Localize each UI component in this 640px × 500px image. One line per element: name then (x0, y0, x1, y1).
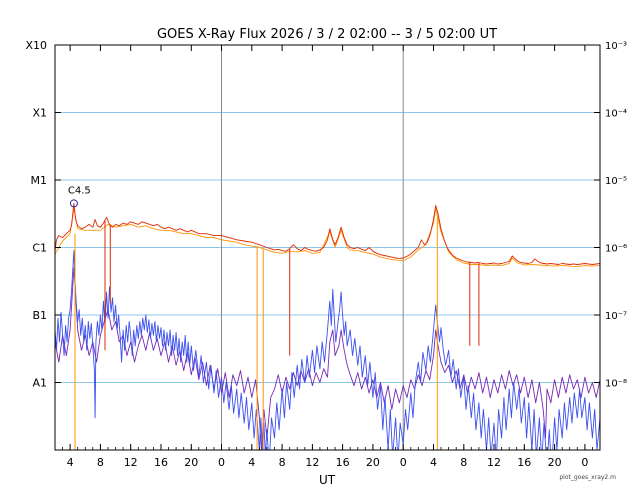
x-tick-label: 20 (548, 456, 562, 469)
x-tick-label: 12 (305, 456, 319, 469)
x-tick-label: 8 (460, 456, 467, 469)
y-left-tick-label: X1 (32, 107, 47, 120)
x-axis-title: UT (319, 473, 336, 487)
x-tick-label: 0 (400, 456, 407, 469)
plot-generated-layer: 4 8 12 16 20 0 4 8 12 16 20 0 4 8 12 16 20 0 X10 X1 M1 C1 B1 A1… (25, 39, 627, 469)
x-tick-label: 8 (279, 456, 286, 469)
y-left-tick-label: M1 (31, 174, 48, 187)
x-tick-label: 4 (248, 456, 255, 469)
x-tick-label: 4 (430, 456, 437, 469)
y-left-tick-label: A1 (32, 377, 47, 390)
series-xray-short-primary (55, 250, 600, 450)
x-tick-label: 0 (218, 456, 225, 469)
series-xray-short-secondary (55, 267, 600, 450)
y-right-tick-label: 10⁻⁵ (605, 176, 627, 187)
y-left-tick-label: C1 (32, 242, 47, 255)
chart-title: GOES X-Ray Flux 2026 / 3 / 2 02:00 -- 3 … (157, 27, 497, 42)
plot-border (54, 44, 601, 451)
x-tick-label: 0 (581, 456, 588, 469)
y-right-tick-label: 10⁻⁴ (605, 109, 627, 120)
x-tick-label: 16 (517, 456, 531, 469)
x-tick-label: 12 (124, 456, 138, 469)
watermark: plot_goes_xray2.m (559, 474, 616, 481)
x-tick-label: 20 (184, 456, 198, 469)
flare-peak-marker-icon (69, 199, 78, 208)
x-tick-label: 4 (67, 456, 74, 469)
x-tick-label: 8 (97, 456, 104, 469)
y-right-tick-label: 10⁻⁷ (605, 311, 627, 322)
y-left-tick-label: B1 (32, 309, 47, 322)
y-right-tick-label: 10⁻³ (605, 41, 627, 52)
y-left-tick-label: X10 (25, 39, 47, 52)
x-tick-label: 12 (487, 456, 501, 469)
y-right-tick-label: 10⁻⁸ (605, 379, 627, 390)
series-xray-long-primary (55, 202, 600, 265)
x-tick-label: 20 (366, 456, 380, 469)
x-tick-label: 16 (336, 456, 350, 469)
x-tick-label: 16 (154, 456, 168, 469)
y-right-tick-label: 10⁻⁶ (605, 244, 627, 255)
series-xray-long-secondary (55, 207, 600, 268)
flare-annotation-label: C4.5 (68, 185, 91, 196)
